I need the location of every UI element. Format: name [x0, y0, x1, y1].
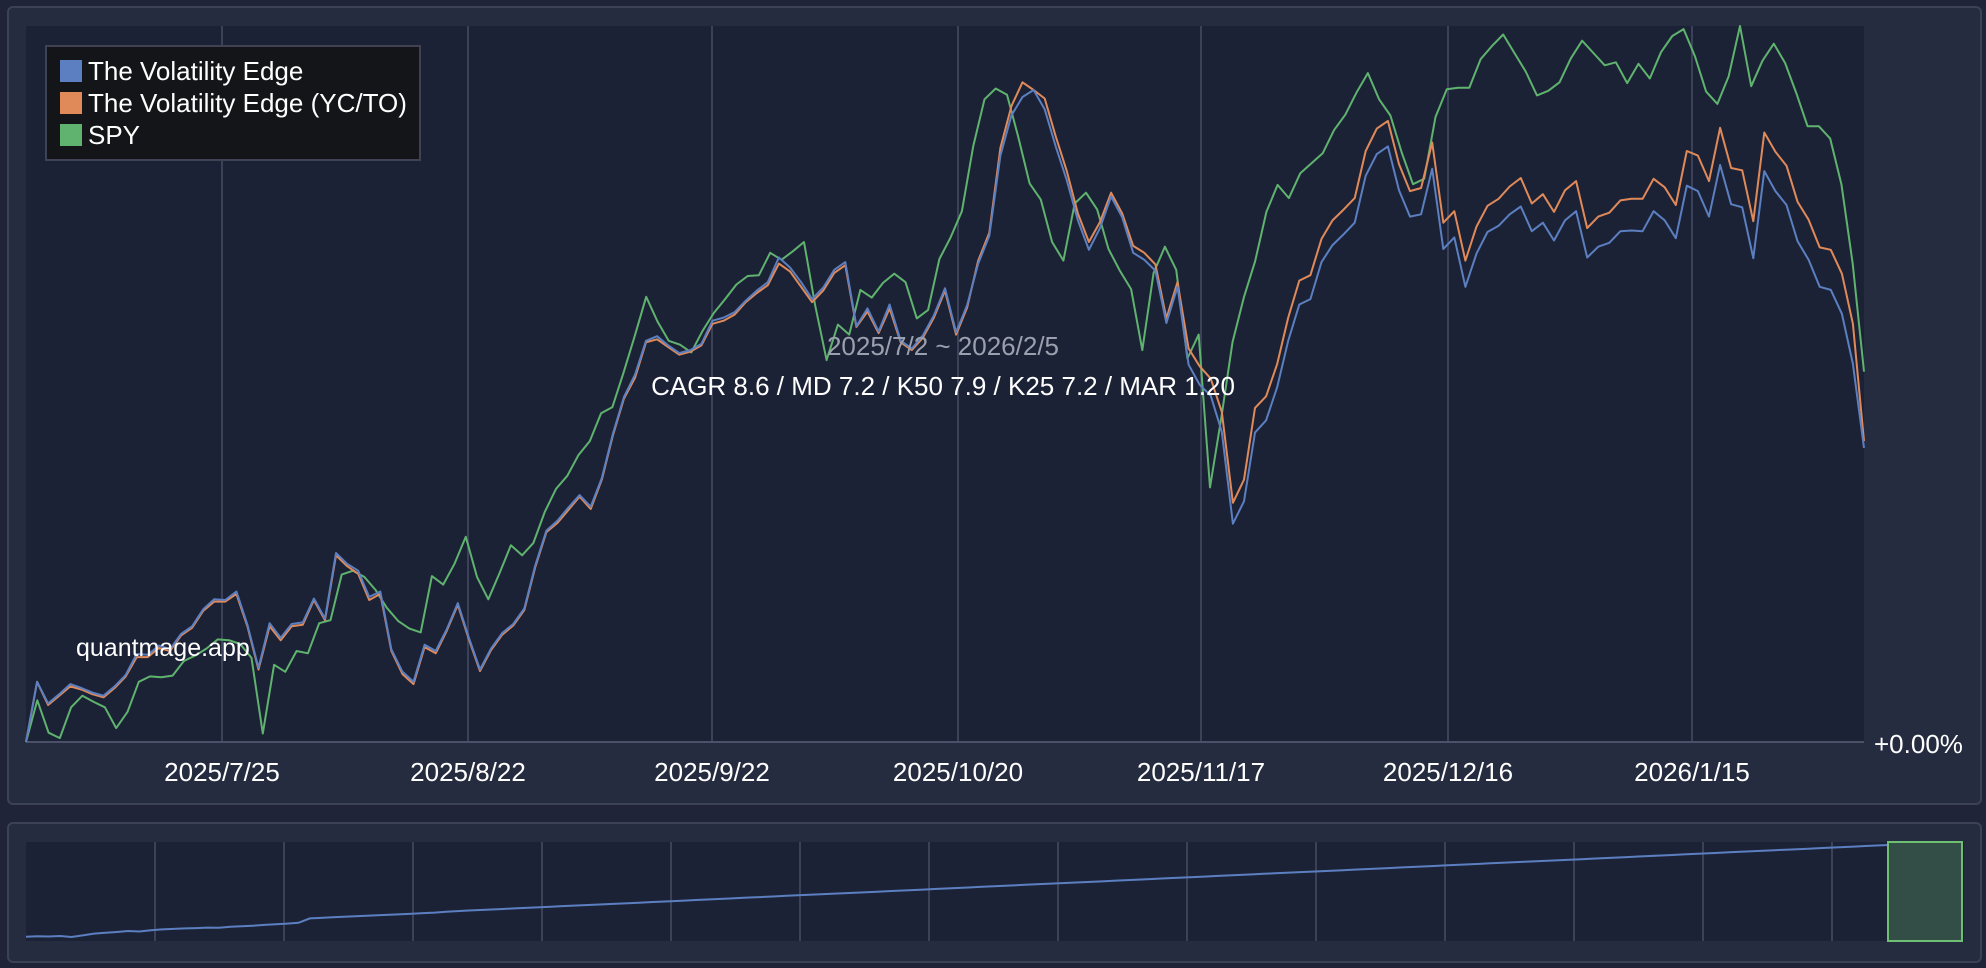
navigator-line: [25, 844, 1889, 939]
x-tick-label: 2025/11/17: [1137, 757, 1265, 787]
x-tick-label: 2025/8/22: [410, 757, 526, 787]
series-line-2: [25, 25, 1865, 743]
x-tick-label: 2025/9/22: [654, 757, 770, 787]
main-gridlines: [221, 26, 1693, 742]
x-axis-ticks: 2025/7/25 2025/8/22 2025/9/22 2025/10/20 202…: [164, 757, 1750, 787]
navigator-selection-handle[interactable]: [1887, 841, 1963, 942]
navigator-series: [25, 844, 1889, 939]
legend-swatch: [60, 60, 82, 82]
legend-item-label[interactable]: SPY: [88, 120, 140, 150]
navigator-plot-area: [26, 842, 1964, 941]
y-axis-zero-label: +0.00%: [1874, 729, 1963, 759]
legend-swatch: [60, 92, 82, 114]
legend-item-label[interactable]: The Volatility Edge: [88, 56, 303, 86]
x-tick-label: 2026/1/15: [1634, 757, 1750, 787]
date-range-label: 2025/7/2 ~ 2026/2/5: [827, 331, 1059, 361]
x-tick-label: 2025/7/25: [164, 757, 280, 787]
legend-item-label[interactable]: The Volatility Edge (YC/TO): [88, 88, 407, 118]
series-lines: [25, 25, 1865, 743]
x-tick-label: 2025/12/16: [1383, 757, 1513, 787]
legend-box: [45, 45, 421, 161]
series-line-0: [25, 89, 1865, 743]
stats-label: CAGR 8.6 / MD 7.2 / K50 7.9 / K25 7.2 / …: [651, 371, 1235, 401]
watermark: quantmage.app: [76, 634, 250, 662]
x-tick-label: 2025/10/20: [893, 757, 1023, 787]
legend-swatch: [60, 124, 82, 146]
